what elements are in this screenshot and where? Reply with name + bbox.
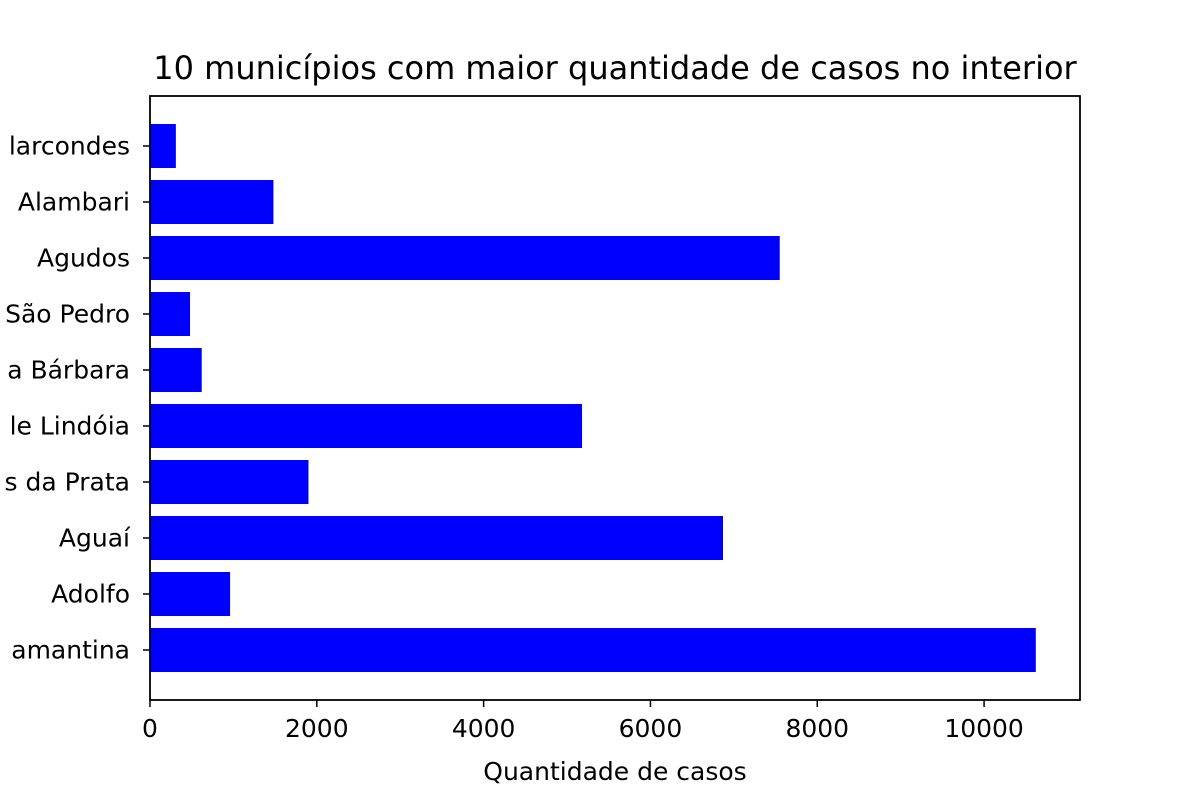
- y-tick-label-2: Agudos: [37, 244, 130, 273]
- bar-6: [150, 460, 309, 504]
- bar-3: [150, 292, 191, 336]
- x-tick-label-0: 0: [142, 714, 158, 743]
- plot-frame: [149, 95, 1081, 701]
- bars-group: [150, 124, 1036, 672]
- y-tick-label-4: a Bárbara: [7, 356, 130, 385]
- x-axis-label: Quantidade de casos: [483, 757, 746, 786]
- y-tick-label-8: Adolfo: [51, 580, 130, 609]
- bar-2: [150, 236, 780, 280]
- x-tick-label-1: 2000: [285, 714, 349, 743]
- y-tick-label-3: São Pedro: [5, 300, 130, 329]
- x-tick-label-4: 8000: [785, 714, 849, 743]
- bar-5: [150, 404, 583, 448]
- bar-4: [150, 348, 202, 392]
- y-tick-label-0: larcondes: [9, 132, 130, 161]
- bar-1: [150, 180, 274, 224]
- y-axis: larcondes Alambari Agudos São Pedro a Bárbar…: [5, 132, 150, 665]
- x-axis: 0 2000 4000 6000 8000 10000: [142, 700, 1024, 743]
- bar-7: [150, 516, 724, 560]
- bar-0: [150, 124, 176, 168]
- bar-9: [150, 628, 1036, 672]
- y-tick-label-9: amantina: [11, 636, 130, 665]
- x-tick-label-3: 6000: [619, 714, 683, 743]
- y-tick-label-1: Alambari: [18, 188, 130, 217]
- bar-8: [150, 572, 231, 616]
- y-tick-label-6: s da Prata: [5, 468, 130, 497]
- y-tick-label-7: Aguaí: [59, 524, 131, 553]
- x-tick-label-5: 10000: [944, 714, 1024, 743]
- y-tick-label-5: le Lindóia: [10, 412, 130, 441]
- x-tick-label-2: 4000: [452, 714, 516, 743]
- chart-title: 10 municípios com maior quantidade de ca…: [153, 49, 1077, 87]
